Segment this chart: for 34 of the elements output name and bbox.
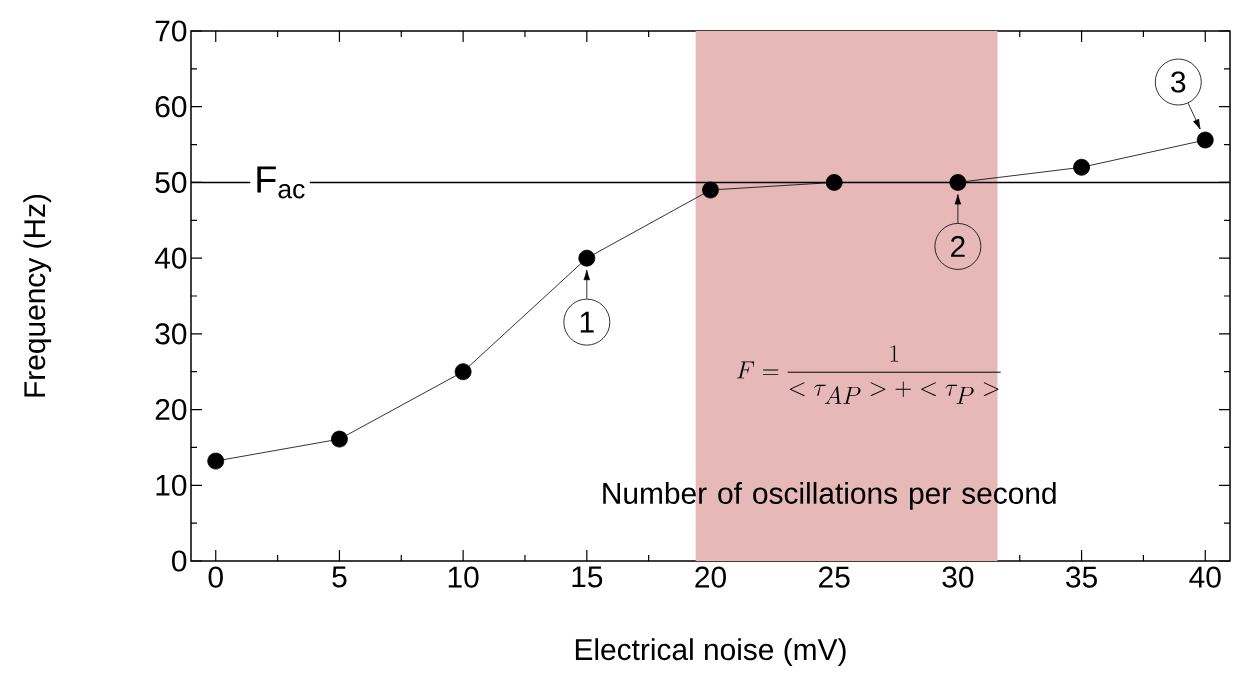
- annotation: $F=\frac{1}{<\tau_{AP}>+<\tau_{P}>}$: [736, 345, 1001, 404]
- x-tick-label: 0: [208, 566, 223, 588]
- x-tick-label: 20: [695, 566, 726, 588]
- annotation: 3: [1171, 71, 1186, 93]
- point: [578, 249, 596, 267]
- x-tick-label: 25: [819, 566, 850, 588]
- ref-line-label: F$_{ac}$: [257, 166, 305, 199]
- x-tick-label: 15: [572, 566, 603, 588]
- y-tick-label: 10: [156, 474, 187, 496]
- y-tick-label: 30: [155, 323, 187, 345]
- y-axis-title: Frequency (Hz): [23, 194, 52, 397]
- point: [702, 181, 719, 199]
- y-tick-label: 20: [155, 398, 187, 421]
- y-tick-label: 40: [154, 247, 187, 269]
- x-tick-label: 30: [942, 566, 974, 588]
- point: [331, 430, 348, 448]
- x-axis-title: Electrical noise (mV): [575, 638, 846, 667]
- x-tick-label: 40: [1189, 566, 1221, 588]
- point: [454, 363, 472, 381]
- x-tick-label: 10: [448, 566, 479, 588]
- point: [825, 174, 843, 191]
- point: [1196, 131, 1214, 149]
- point: [949, 174, 967, 191]
- annotation: 1: [580, 311, 594, 333]
- point: [1073, 158, 1090, 176]
- x-tick-label: 35: [1066, 566, 1097, 588]
- y-tick-label: 0: [172, 550, 187, 572]
- y-tick-label: 70: [155, 20, 187, 42]
- y-tick-label: 60: [155, 96, 187, 118]
- x-tick-label: 5: [332, 566, 347, 588]
- annotation: Number of oscillations per second: [603, 481, 1056, 510]
- y-tick-label: 50: [155, 171, 187, 194]
- annotation: 2: [951, 235, 965, 257]
- point: [207, 452, 225, 470]
